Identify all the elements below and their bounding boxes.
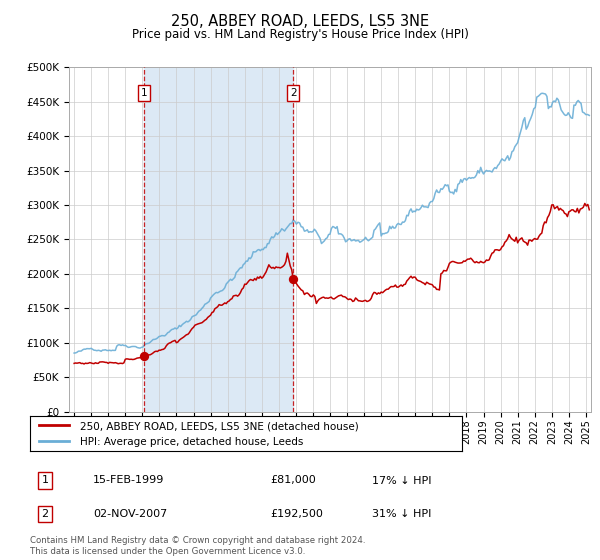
Text: 17% ↓ HPI: 17% ↓ HPI [372, 475, 431, 486]
Text: 250, ABBEY ROAD, LEEDS, LS5 3NE: 250, ABBEY ROAD, LEEDS, LS5 3NE [171, 14, 429, 29]
Text: £192,500: £192,500 [270, 509, 323, 519]
Text: Contains HM Land Registry data © Crown copyright and database right 2024.
This d: Contains HM Land Registry data © Crown c… [30, 536, 365, 556]
Text: HPI: Average price, detached house, Leeds: HPI: Average price, detached house, Leed… [80, 437, 303, 447]
Text: 15-FEB-1999: 15-FEB-1999 [93, 475, 164, 486]
Text: 31% ↓ HPI: 31% ↓ HPI [372, 509, 431, 519]
Point [289, 274, 298, 283]
Text: 250, ABBEY ROAD, LEEDS, LS5 3NE (detached house): 250, ABBEY ROAD, LEEDS, LS5 3NE (detache… [80, 421, 358, 431]
Bar [145, 67, 293, 412]
Text: 02-NOV-2007: 02-NOV-2007 [93, 509, 167, 519]
Text: 1: 1 [41, 475, 49, 486]
Point [140, 351, 149, 360]
Text: Price paid vs. HM Land Registry's House Price Index (HPI): Price paid vs. HM Land Registry's House … [131, 28, 469, 41]
Text: £81,000: £81,000 [270, 475, 316, 486]
Text: 1: 1 [141, 88, 148, 98]
Text: 2: 2 [290, 88, 296, 98]
Text: 2: 2 [41, 509, 49, 519]
